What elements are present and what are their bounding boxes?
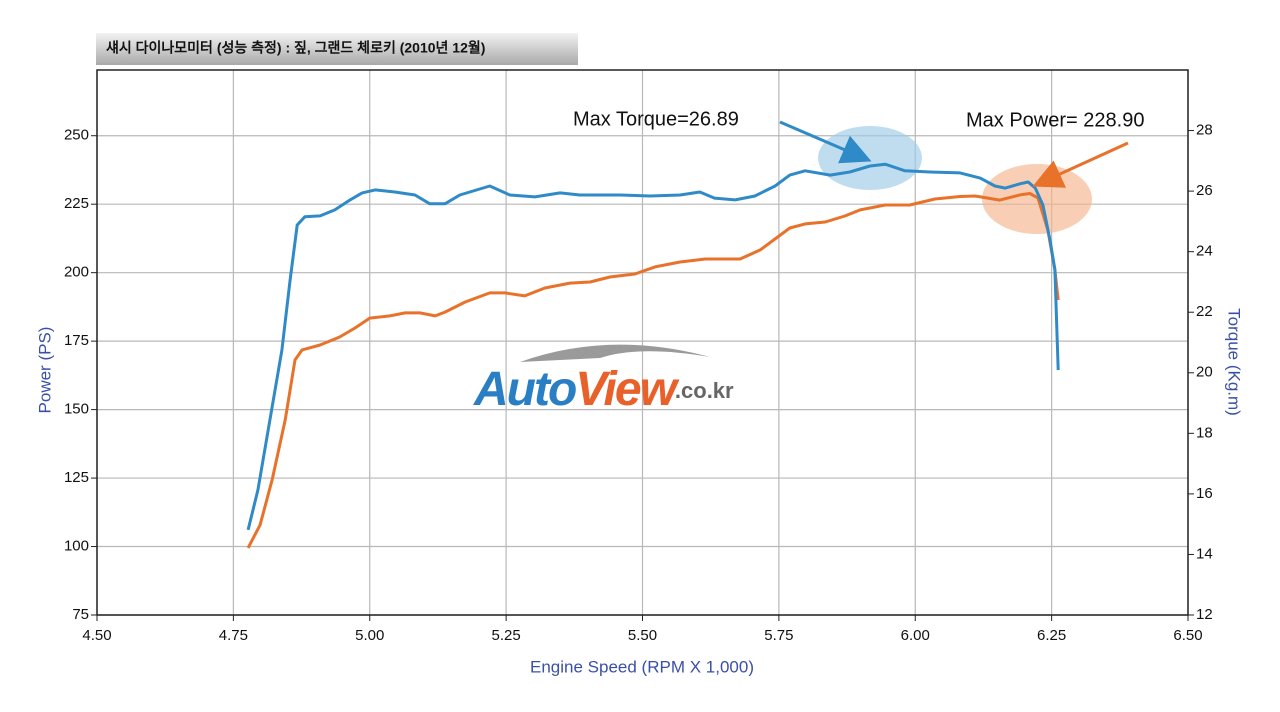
watermark-part: View bbox=[575, 363, 679, 416]
y-tick-label: 250 bbox=[64, 127, 89, 144]
logo-swoosh bbox=[520, 344, 710, 362]
y2-tick-label: 26 bbox=[1196, 182, 1213, 199]
y2-tick-label: 16 bbox=[1196, 485, 1213, 502]
x-tick-label: 4.75 bbox=[219, 627, 248, 644]
x-tick-label: 5.25 bbox=[492, 627, 521, 644]
x-tick-label: 5.50 bbox=[628, 627, 657, 644]
watermark: AutoView.co.kr bbox=[473, 363, 734, 416]
torque-arrow bbox=[779, 120, 872, 164]
y2-axis-title: Torque (Kg.m) bbox=[1225, 308, 1244, 416]
grid bbox=[96, 70, 1189, 616]
x-tick-label: 5.75 bbox=[764, 627, 793, 644]
header-title: 섀시 다이나모미터 (성능 측정) : 짚, 그랜드 체로키 (2010년 12… bbox=[106, 40, 485, 56]
y2-tick-label: 28 bbox=[1196, 122, 1213, 139]
y2-tick-label: 20 bbox=[1196, 364, 1213, 381]
header-box bbox=[96, 33, 578, 65]
y-tick-label: 125 bbox=[64, 469, 89, 486]
y-axis-title: Power (PS) bbox=[35, 327, 54, 414]
x-axis-title: Engine Speed (RPM X 1,000) bbox=[530, 657, 754, 676]
torque-highlight bbox=[818, 126, 922, 190]
y-tick-label: 200 bbox=[64, 264, 89, 281]
x-tick-label: 6.00 bbox=[901, 627, 930, 644]
y-tick-label: 100 bbox=[64, 538, 89, 555]
y2-tick-label: 22 bbox=[1196, 303, 1213, 320]
power-arrow bbox=[1032, 141, 1129, 188]
y-tick-label: 75 bbox=[72, 606, 89, 623]
lines bbox=[246, 162, 1060, 549]
annotation: Max Torque=26.89 bbox=[573, 108, 739, 130]
x-tick-label: 6.25 bbox=[1037, 627, 1066, 644]
y2-tick-label: 18 bbox=[1196, 424, 1213, 441]
watermark-part: Auto bbox=[473, 363, 576, 416]
y2-tick-label: 24 bbox=[1196, 243, 1213, 260]
x-tick-label: 6.50 bbox=[1173, 627, 1202, 644]
annotation: Max Power= 228.90 bbox=[966, 109, 1144, 131]
y-tick-label: 175 bbox=[64, 332, 89, 349]
x-tick-label: 5.00 bbox=[355, 627, 384, 644]
y-tick-label: 225 bbox=[64, 195, 89, 212]
series-line bbox=[246, 162, 1060, 531]
series-line bbox=[246, 192, 1060, 549]
x-tick-label: 4.50 bbox=[82, 627, 111, 644]
y-tick-label: 150 bbox=[64, 401, 89, 418]
y2-tick-label: 14 bbox=[1196, 545, 1213, 562]
y2-tick-label: 12 bbox=[1196, 606, 1213, 623]
watermark-part: .co.kr bbox=[675, 378, 734, 403]
